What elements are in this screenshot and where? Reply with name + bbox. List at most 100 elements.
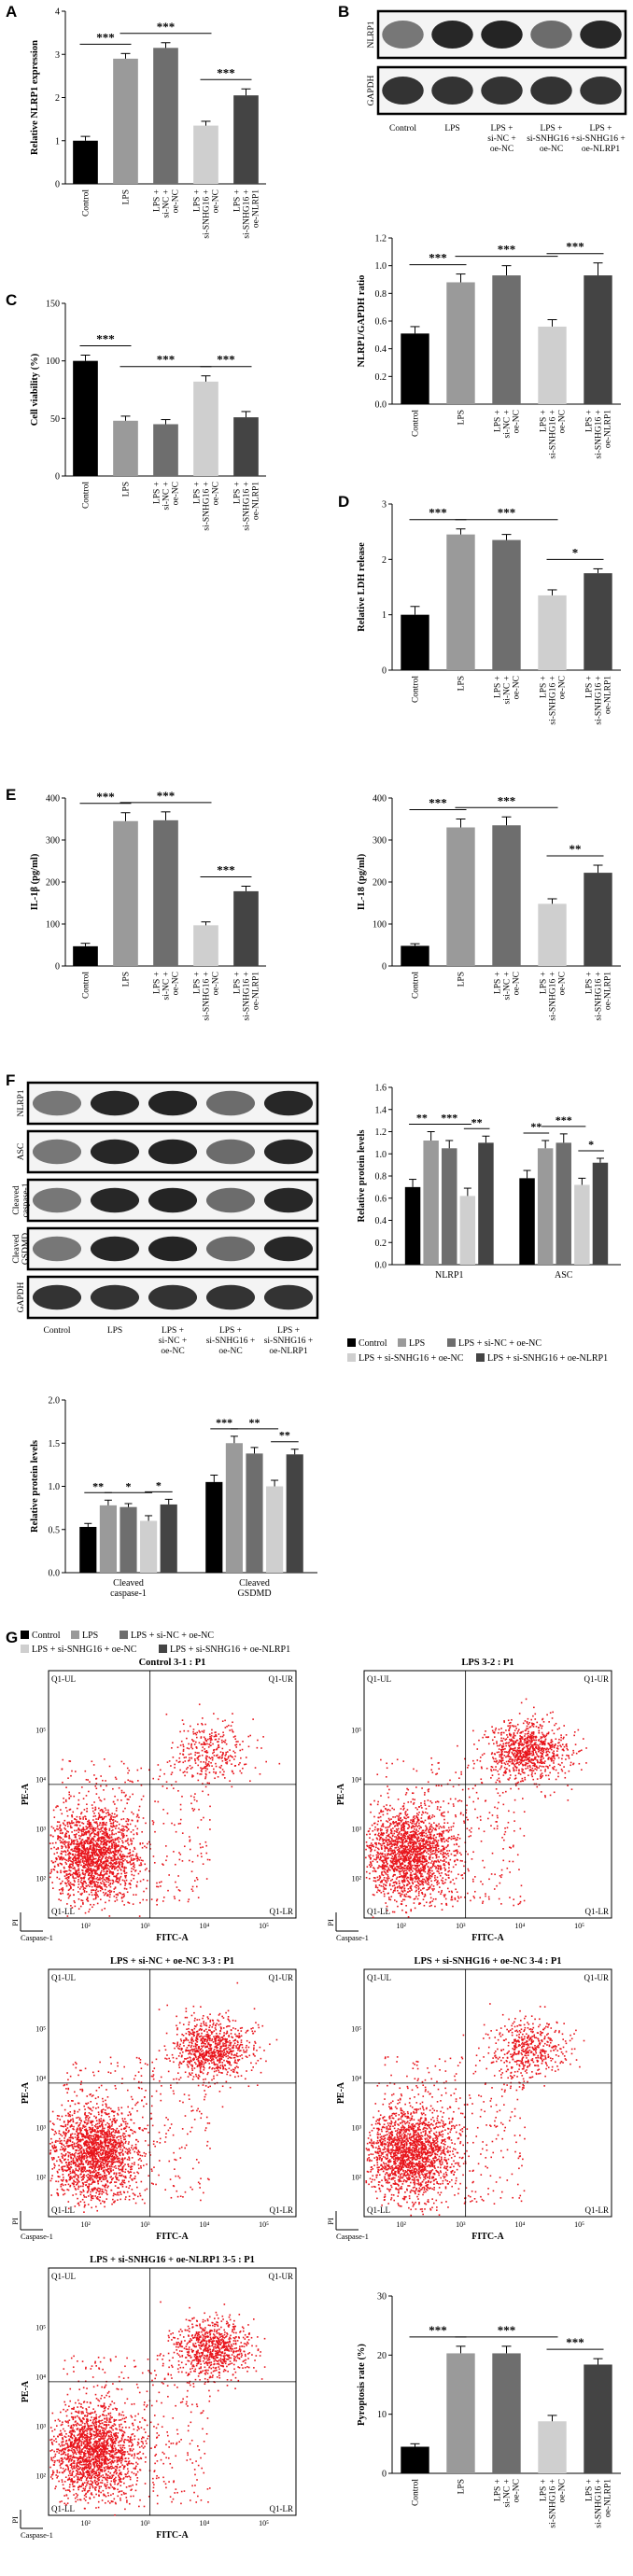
event-dot — [407, 1896, 409, 1897]
event-dot — [377, 1877, 379, 1879]
event-dot — [416, 1865, 418, 1867]
event-dot — [84, 1809, 86, 1811]
quadrant-label: Q1-UL — [51, 1674, 76, 1684]
event-dot — [133, 1863, 134, 1865]
event-dot — [87, 1857, 89, 1859]
event-dot — [373, 1916, 374, 1918]
category-label-group: LPS +si-SNHG16 +oe-NC — [193, 972, 221, 1021]
category-label: LPS + — [193, 189, 203, 212]
event-dot — [478, 1827, 480, 1829]
event-dot — [75, 1854, 77, 1855]
event-dot — [419, 1844, 421, 1846]
y-tick-label: 0 — [382, 666, 387, 677]
event-dot — [374, 1829, 376, 1831]
event-dot — [232, 1751, 234, 1753]
event-dot — [76, 1833, 77, 1835]
event-dot — [233, 1758, 235, 1760]
event-dot — [57, 1828, 59, 1830]
event-dot — [120, 1859, 121, 1861]
bar — [161, 1505, 177, 1573]
event-dot — [211, 1735, 213, 1737]
event-dot — [190, 1746, 192, 1748]
event-dot — [152, 1820, 154, 1822]
event-dot — [65, 1862, 67, 1864]
event-dot — [204, 1724, 206, 1726]
event-dot — [109, 1880, 111, 1882]
event-dot — [173, 1757, 175, 1758]
event-dot — [90, 1882, 91, 1883]
event-dot — [184, 1775, 186, 1777]
event-dot — [133, 1829, 134, 1831]
event-dot — [403, 1837, 405, 1839]
event-dot — [128, 1799, 130, 1800]
event-dot — [385, 1902, 387, 1904]
event-dot — [426, 1808, 428, 1810]
event-dot — [218, 1776, 219, 1778]
event-dot — [408, 1877, 410, 1879]
event-dot — [205, 1763, 207, 1765]
event-dot — [415, 1878, 417, 1880]
event-dot — [105, 1884, 106, 1886]
event-dot — [446, 1850, 448, 1852]
event-dot — [449, 1850, 451, 1852]
event-dot — [117, 1869, 119, 1871]
event-dot — [420, 1847, 422, 1849]
event-dot — [382, 1833, 384, 1835]
event-dot — [181, 1796, 183, 1798]
event-dot — [457, 1873, 459, 1875]
event-dot — [61, 1853, 63, 1855]
lane-label: Control — [389, 124, 416, 133]
legend-swatch — [476, 1353, 485, 1362]
event-dot — [393, 1821, 395, 1823]
event-dot — [523, 1723, 525, 1725]
event-dot — [123, 1904, 125, 1906]
event-dot — [60, 1883, 62, 1885]
event-dot — [111, 1843, 113, 1845]
event-dot — [85, 1873, 87, 1875]
bar — [492, 275, 520, 404]
event-dot — [448, 1855, 450, 1857]
y-tick-label: 0.6 — [375, 1194, 387, 1204]
event-dot — [209, 1771, 211, 1773]
blot-row-label: GAPDH — [17, 1282, 26, 1313]
event-dot — [392, 1816, 394, 1818]
lane-label: oe-NC — [490, 145, 513, 154]
category-label-group: LPS +si-NC +oe-NC — [153, 482, 181, 510]
event-dot — [382, 1860, 384, 1862]
event-dot — [96, 1842, 98, 1844]
event-dot — [425, 1820, 427, 1822]
event-dot — [96, 1793, 98, 1795]
lane-label: LPS — [107, 1326, 122, 1336]
event-dot — [407, 1832, 409, 1834]
event-dot — [380, 1828, 382, 1830]
event-dot — [206, 1878, 208, 1880]
event-dot — [405, 1858, 407, 1860]
event-dot — [159, 1882, 161, 1883]
event-dot — [60, 1825, 62, 1827]
y-tick-label: 1.0 — [49, 1482, 61, 1492]
event-dot — [440, 1853, 442, 1855]
event-dot — [387, 1835, 388, 1837]
protein-band — [148, 1140, 197, 1164]
event-dot — [430, 1862, 432, 1864]
event-dot — [77, 1879, 79, 1881]
event-dot — [134, 1864, 135, 1866]
event-dot — [439, 1834, 441, 1836]
event-dot — [385, 1827, 387, 1828]
event-dot — [447, 1822, 449, 1824]
event-dot — [199, 1703, 201, 1705]
event-dot — [437, 1859, 439, 1861]
event-dot — [192, 1861, 194, 1863]
event-dot — [387, 1876, 389, 1878]
y-tick-label: 0 — [55, 180, 60, 190]
event-dot — [118, 1827, 120, 1829]
event-dot — [392, 1862, 394, 1864]
y-tick-label: 100 — [46, 357, 60, 367]
event-dot — [396, 1815, 398, 1817]
event-dot — [397, 1877, 399, 1879]
event-dot — [163, 1773, 165, 1775]
event-dot — [51, 1882, 53, 1883]
event-dot — [111, 1832, 113, 1834]
